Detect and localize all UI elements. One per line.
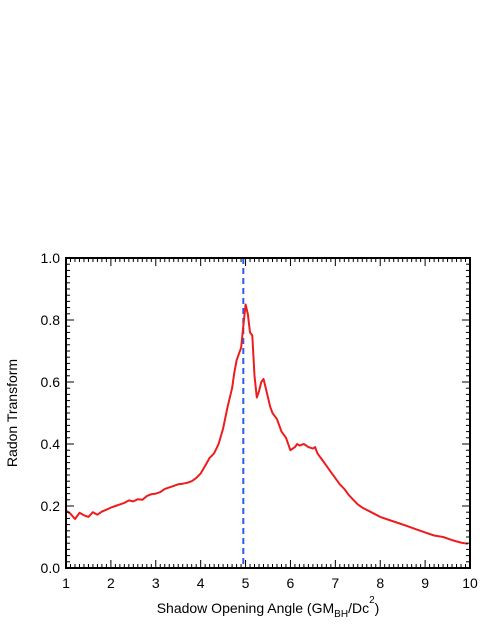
x-tick-label: 3 bbox=[152, 575, 160, 591]
x-tick-label: 7 bbox=[331, 575, 339, 591]
x-tick-label: 5 bbox=[242, 575, 250, 591]
series-line-0 bbox=[65, 303, 468, 545]
x-axis-label: Shadow Opening Angle (GMBH/Dc2) bbox=[157, 595, 380, 620]
x-tick-label: 2 bbox=[107, 575, 115, 591]
x-tick-label: 9 bbox=[421, 575, 429, 591]
plot-frame bbox=[65, 257, 471, 569]
y-axis-label: Radon Transform bbox=[4, 359, 20, 467]
y-tick-label: 0.4 bbox=[41, 436, 61, 452]
x-tick-label: 8 bbox=[376, 575, 384, 591]
x-tick-label: 4 bbox=[197, 575, 205, 591]
x-tick-label: 6 bbox=[287, 575, 295, 591]
y-tick-labels: 0.0 0.2 0.4 0.6 0.8 1.0 bbox=[41, 250, 61, 576]
y-tick-label: 0.8 bbox=[41, 312, 61, 328]
x-tick-label: 10 bbox=[462, 575, 478, 591]
y-tick-label: 1.0 bbox=[41, 250, 61, 266]
y-tick-label: 0.0 bbox=[41, 560, 61, 576]
y-tick-label: 0.6 bbox=[41, 374, 61, 390]
series-layer bbox=[65, 303, 468, 545]
y-tick-label: 0.2 bbox=[41, 498, 61, 514]
axis-ticks bbox=[65, 257, 471, 569]
x-tick-labels: 1 2 3 4 5 6 7 8 9 10 bbox=[62, 575, 478, 591]
x-tick-label: 1 bbox=[62, 575, 70, 591]
